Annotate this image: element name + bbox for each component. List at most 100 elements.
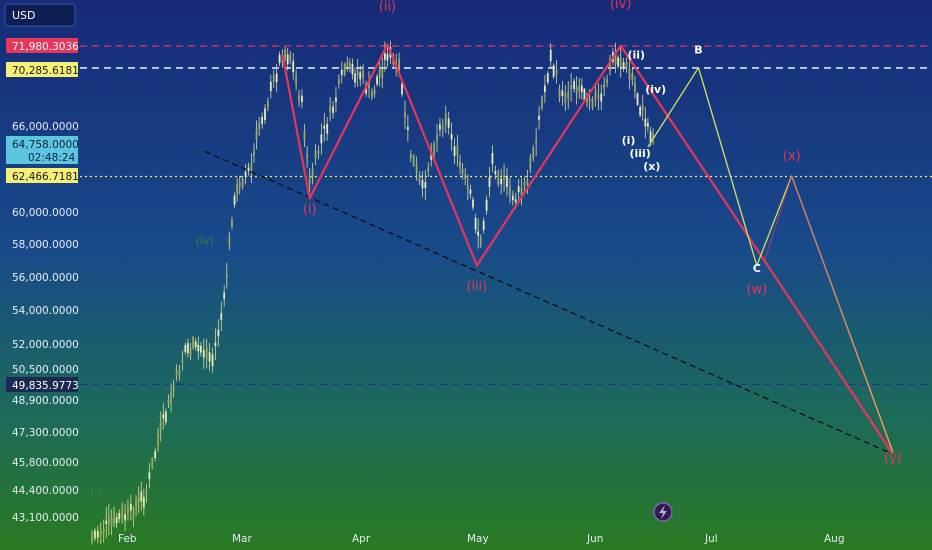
y-tick-label: 66,000.0000	[12, 121, 79, 133]
candle-body	[220, 312, 223, 320]
candle-body	[418, 174, 421, 182]
candle-body	[401, 82, 403, 95]
candle-body	[406, 126, 409, 130]
candle-body	[184, 345, 187, 352]
candle-body	[231, 219, 233, 227]
wave-label: C	[753, 262, 761, 275]
candle-body	[421, 180, 424, 189]
candle-body	[412, 154, 415, 167]
candle-body	[308, 175, 311, 184]
currency-selector[interactable]	[4, 3, 76, 27]
candle-body	[538, 115, 540, 120]
candle-body	[292, 60, 295, 73]
candle-body	[639, 106, 642, 116]
candle-body	[337, 79, 340, 85]
projection-line	[764, 175, 793, 261]
candle-body	[225, 273, 228, 278]
candle-body	[586, 97, 588, 103]
candle-body	[110, 518, 113, 527]
candle-body	[217, 329, 220, 337]
candle-body	[356, 70, 359, 76]
candle-body	[436, 135, 438, 141]
candle-body	[359, 72, 362, 80]
candle-body	[578, 85, 581, 92]
price-label-support: 62,466.7181	[12, 171, 79, 183]
candle-body	[520, 187, 523, 196]
currency-label: USD	[12, 9, 36, 22]
y-tick-label: 50,500.0000	[12, 364, 79, 376]
candle-body	[461, 168, 464, 174]
x-tick-label: May	[467, 533, 489, 545]
candle-body	[118, 512, 121, 519]
candle-body	[187, 343, 189, 353]
candle-body	[362, 70, 365, 78]
candle-body	[326, 123, 329, 134]
x-tick-label: Apr	[352, 533, 371, 545]
trend-line	[204, 150, 894, 455]
candle-body	[115, 517, 118, 524]
candle-body	[107, 516, 110, 524]
y-tick-label: 56,000.0000	[12, 272, 79, 284]
candle-body	[298, 95, 300, 102]
candle-body	[145, 491, 148, 496]
candle-body	[523, 182, 526, 187]
candle-body	[286, 54, 289, 65]
candle-body	[373, 88, 376, 95]
candle-body	[132, 513, 135, 520]
candle-body	[175, 369, 178, 376]
candle-body	[261, 116, 263, 125]
candle-body	[383, 53, 386, 60]
candle-body	[272, 75, 275, 82]
price-label-bg-resistance	[6, 62, 78, 77]
candle-body	[588, 98, 591, 102]
candle-body	[241, 178, 244, 188]
y-tick-label: 47,300.0000	[12, 427, 79, 439]
y-tick-label: 43,100.0000	[12, 512, 79, 524]
x-tick-label: Mar	[232, 533, 252, 545]
candle-body	[301, 95, 303, 102]
candle-body	[606, 78, 608, 84]
candle-body	[491, 153, 494, 164]
candle-body	[456, 145, 459, 156]
candle-body	[264, 108, 266, 120]
candle-body	[573, 81, 575, 90]
candle-body	[202, 349, 205, 358]
candle-body	[532, 147, 535, 159]
candle-body	[634, 82, 636, 92]
candle-body	[181, 358, 184, 363]
wave-path	[281, 43, 894, 455]
candle-body	[197, 344, 200, 352]
y-tick-label: 45,800.0000	[12, 457, 79, 469]
wave-label: (iii)	[629, 147, 650, 160]
candle-body	[617, 57, 620, 67]
candle-body	[561, 90, 564, 97]
wave-label: (i)	[90, 485, 102, 498]
candle-body	[647, 123, 649, 127]
y-tick-label: 44,400.0000	[12, 485, 79, 497]
x-tick-label: Aug	[824, 533, 845, 545]
candle-body	[351, 63, 354, 75]
candle-body	[192, 337, 194, 349]
candle-body	[255, 130, 258, 140]
candle-body	[500, 178, 503, 185]
candle-body	[127, 507, 129, 513]
wave-label: (ii)	[379, 0, 396, 15]
candle-body	[558, 89, 561, 98]
wave-label: (i)	[622, 134, 636, 147]
candle-body	[600, 93, 603, 102]
candle-body	[348, 62, 351, 69]
price-label-resistance: 70,285.6181	[12, 65, 79, 77]
candle-body	[154, 451, 157, 459]
candle-body	[439, 124, 441, 130]
candle-body	[238, 182, 241, 188]
candle-body	[549, 49, 552, 62]
candle-body	[172, 386, 175, 391]
candle-body	[368, 81, 370, 89]
wave-label: (iv)	[196, 235, 214, 248]
candle-body	[159, 421, 162, 432]
candle-body	[121, 507, 124, 519]
wave-label: (iii)	[466, 279, 487, 294]
candle-body	[619, 57, 622, 68]
candle-body	[135, 500, 137, 512]
